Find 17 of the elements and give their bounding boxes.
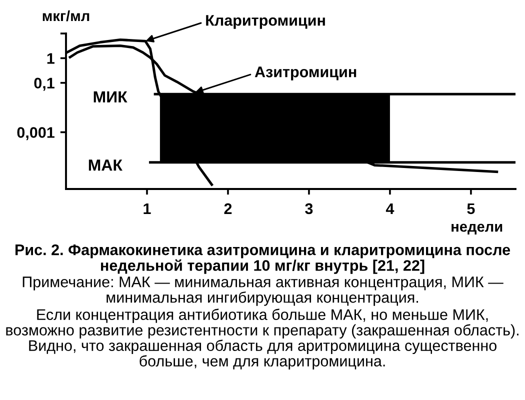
series-label: МАК [88,160,122,171]
x-tick-label: 2 [224,203,232,214]
x-tick-label: 1 [144,203,151,214]
text: Примечание: МАК — минимальная активная концентрация, МИК — минимальная ингибирующая концентрация. [22,276,504,306]
x-axis-title: недели [452,224,502,235]
y-tick-label: 0,001 [17,127,54,140]
y-tick-label: 0,1 [34,78,54,91]
annotation: Азитромицин [254,66,356,80]
x-tick-label: 4 [386,203,394,214]
y-axis-title: мкг/мл [42,10,90,22]
text: Если концентрация антибиотика больше МАК, но меньше МИК, возможно развитие резистентности к препарату (закрашенная область). Видно, что закрашенная область для аритромицина существенно больше, чем для кларитромицина. [6,308,518,370]
series-label: МИК [94,91,128,102]
x-tick-label: 5 [467,203,475,214]
y-tick-label: 1 [47,53,54,64]
annotation: Кларитромицин [206,15,325,29]
text: Рис. 2. Фармакокинетика азитромицина и кларитромицина после недельной терапии 10 мг/кг внутрь [21, 22] [16,244,510,274]
x-tick-label: 3 [305,203,313,214]
